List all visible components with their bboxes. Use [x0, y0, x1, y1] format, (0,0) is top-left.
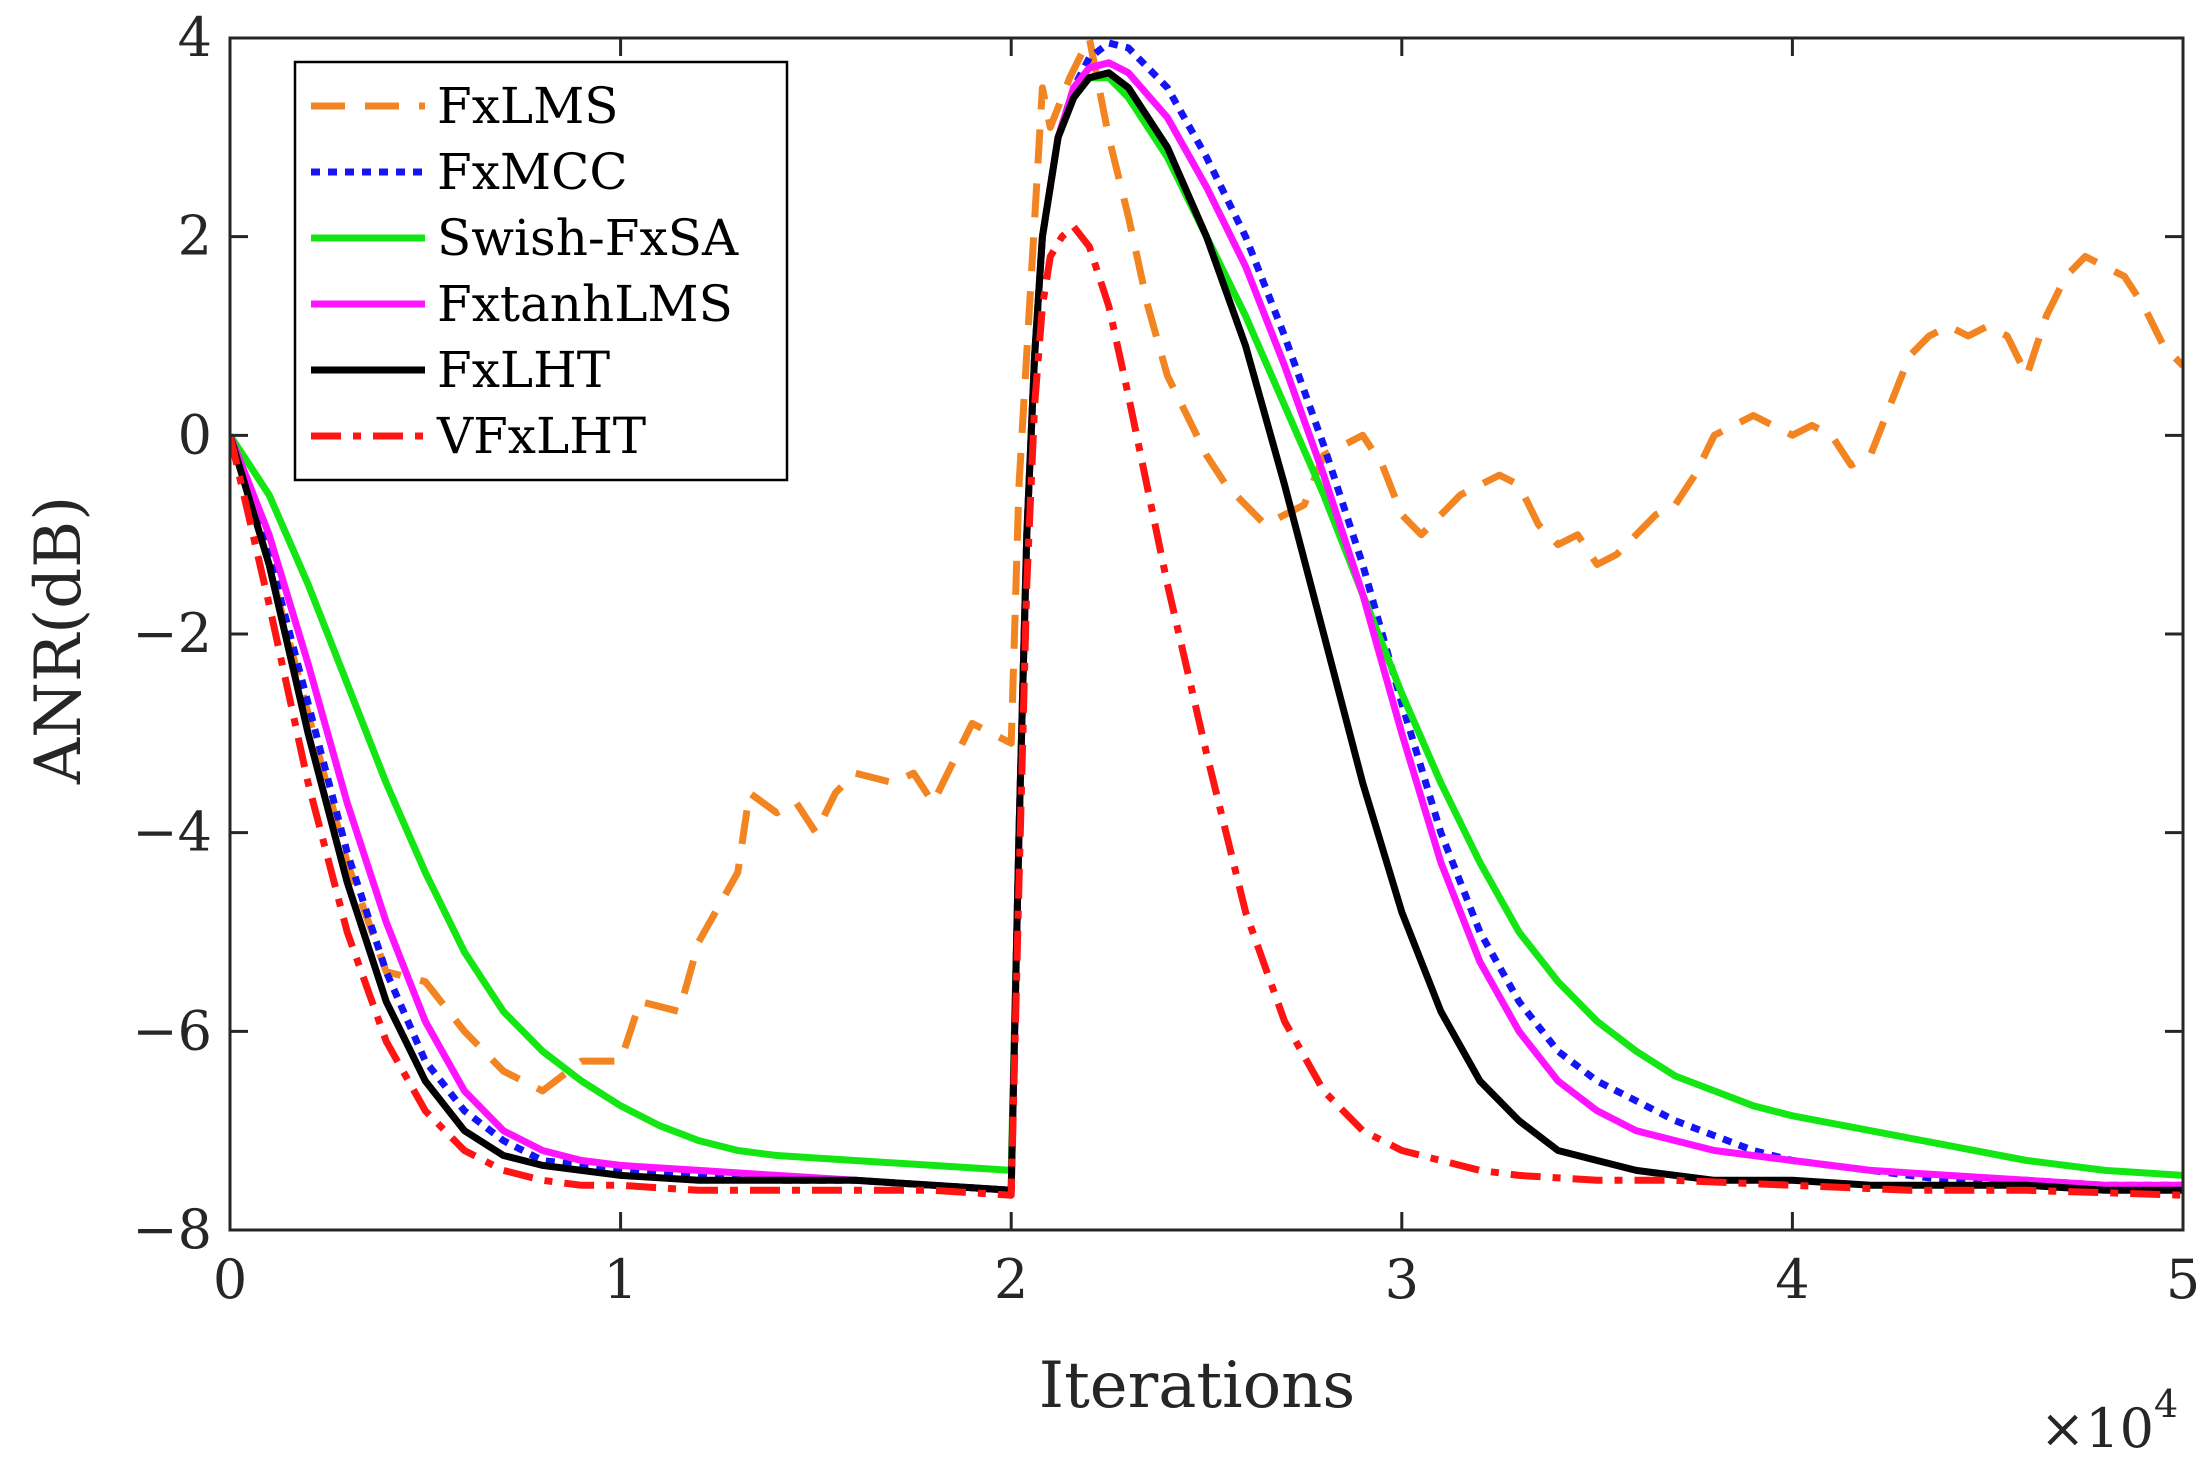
legend-box	[293, 60, 789, 482]
y-tick-label: 0	[178, 403, 212, 466]
legend-label-fxlms: FxLMS	[437, 77, 619, 135]
legend-label-vfxlht: VFxLHT	[436, 407, 646, 465]
y-tick-label: −4	[132, 801, 212, 864]
plot-area	[230, 38, 2183, 1199]
x-axis-multiplier-base: ×10	[2040, 1397, 2154, 1459]
legend-label-fxtanhlms: FxtanhLMS	[437, 275, 733, 333]
y-tick-label: −8	[132, 1198, 212, 1261]
x-axis-multiplier-exponent: 4	[2154, 1382, 2178, 1426]
x-tick-label: 2	[994, 1248, 1028, 1311]
y-tick-label: 4	[178, 6, 212, 69]
y-tick-label: −6	[132, 999, 212, 1062]
series-line-fxlht	[230, 69, 2183, 1194]
legend-label-fxlht: FxLHT	[437, 341, 610, 399]
x-axis-multiplier: ×104	[2040, 1382, 2178, 1459]
legend-label-swish-fxsa: Swish-FxSA	[437, 209, 739, 267]
x-tick-label: 0	[213, 1248, 247, 1311]
legend: FxLMS FxMCC Swish-FxSA FxtanhLMS FxLHT VFxLHT	[293, 60, 789, 482]
x-tick-label: 3	[1385, 1248, 1419, 1311]
series-line-fxtanhlms	[230, 59, 2183, 1194]
y-tick-label: 2	[178, 205, 212, 268]
y-axis-title: ANR(dB)	[22, 496, 96, 785]
x-tick-label: 5	[2166, 1248, 2200, 1311]
x-tick-label: 1	[603, 1248, 637, 1311]
x-axis-title: Iterations	[1039, 1349, 1355, 1423]
y-tick-label: −2	[132, 602, 212, 665]
axes: 0 1 2 3 4 5 4 2 0 −2 −4 −6 −8	[132, 6, 2200, 1311]
legend-label-fxmcc: FxMCC	[437, 143, 628, 201]
x-tick-label: 4	[1775, 1248, 1809, 1311]
